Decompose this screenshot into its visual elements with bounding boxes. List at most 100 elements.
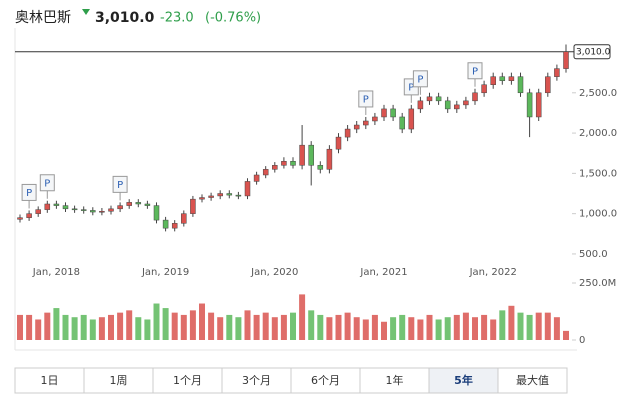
tab[interactable] xyxy=(497,367,568,394)
volume-bar xyxy=(408,317,415,340)
tab[interactable] xyxy=(152,367,223,394)
candle-body xyxy=(299,144,305,166)
candle-body xyxy=(272,165,278,170)
price: 3,010.0 xyxy=(95,10,155,26)
event-flag xyxy=(112,175,128,193)
tab[interactable] xyxy=(14,367,85,394)
tab-label[interactable]: 1个月 xyxy=(173,374,202,387)
volume-bar xyxy=(89,319,96,340)
candle-body xyxy=(526,92,533,118)
tab-label[interactable]: 1年 xyxy=(386,373,404,387)
volume-bar xyxy=(153,303,160,340)
volume-bar xyxy=(335,314,342,340)
volume-bar xyxy=(126,310,133,340)
volume-bar xyxy=(171,312,178,340)
tab-label[interactable]: 最大值 xyxy=(516,373,549,387)
candle-body xyxy=(162,219,169,229)
candle-body xyxy=(317,165,324,170)
down-arrow xyxy=(82,9,90,15)
y-tick-label: 1,000.0 xyxy=(579,209,617,220)
volume-bar xyxy=(308,310,315,340)
volume-bar xyxy=(208,312,215,340)
candle-body xyxy=(190,198,196,214)
change: -23.0 xyxy=(160,11,194,26)
volume-bar xyxy=(472,317,478,340)
volume-bar xyxy=(280,314,287,340)
tab[interactable] xyxy=(428,367,499,394)
volume-bar xyxy=(299,294,306,340)
tab-label[interactable]: 5年 xyxy=(454,373,473,387)
candle-body xyxy=(390,108,396,118)
volume-bar xyxy=(244,310,251,340)
candle-body xyxy=(171,223,178,229)
candle-body xyxy=(335,136,342,150)
candle-body xyxy=(463,100,469,106)
candle-body xyxy=(472,92,478,102)
candle-body xyxy=(326,148,333,170)
candle-body xyxy=(226,193,233,196)
volume-bar xyxy=(135,317,142,340)
candle-body xyxy=(344,128,351,138)
volume-bar xyxy=(462,312,469,340)
event-label: P xyxy=(44,178,50,189)
event-label: P xyxy=(408,82,414,93)
volume-bar xyxy=(499,310,506,340)
volume-bar xyxy=(71,317,78,340)
candle-body xyxy=(399,116,405,130)
volume-bar xyxy=(162,308,169,340)
volume-bar xyxy=(180,314,187,340)
candle-body xyxy=(281,161,287,166)
tab[interactable] xyxy=(359,367,430,394)
volume-bar xyxy=(481,314,488,340)
candle-body xyxy=(308,144,314,166)
candle-body xyxy=(117,205,123,210)
volume-bar xyxy=(563,330,569,340)
event-flag xyxy=(39,174,55,192)
candle-body xyxy=(253,174,260,182)
tab-label[interactable]: 1日 xyxy=(41,374,59,387)
y-tick-label: 2,000.0 xyxy=(579,128,617,139)
volume-bar xyxy=(98,317,105,340)
volume-bar xyxy=(290,312,296,340)
candle-body xyxy=(454,104,460,110)
candle-body xyxy=(545,76,551,94)
tab[interactable] xyxy=(83,367,154,394)
event-label: P xyxy=(472,66,478,77)
x-tick-label: Jan, 2021 xyxy=(359,267,407,278)
v-tick-label: 250.0M xyxy=(579,278,616,289)
candle-body xyxy=(108,208,114,212)
tab-label[interactable]: 3个月 xyxy=(242,374,271,387)
volume-bar xyxy=(417,319,424,340)
candle-body xyxy=(535,92,542,118)
volume-bar xyxy=(371,314,378,340)
event-label: P xyxy=(363,94,369,105)
event-label: P xyxy=(417,74,423,85)
candle-body xyxy=(199,197,205,200)
candle-body xyxy=(417,100,424,110)
tab-label[interactable]: 1周 xyxy=(110,374,128,387)
candle-body xyxy=(126,202,132,206)
candle-body xyxy=(80,209,87,211)
tab-label[interactable]: 6个月 xyxy=(311,374,340,387)
volume-bar xyxy=(80,314,87,340)
candle-body xyxy=(217,193,223,197)
candle-body xyxy=(481,84,487,94)
volume-bar xyxy=(362,319,369,340)
volume-bar xyxy=(553,317,560,340)
candle-body xyxy=(381,108,387,118)
volume-bar xyxy=(353,317,360,340)
volume-bar xyxy=(217,317,224,340)
volume-bar xyxy=(144,319,151,340)
candle-body xyxy=(353,124,360,130)
volume-bar xyxy=(35,319,42,340)
volume-bar xyxy=(390,317,397,340)
volume-bar xyxy=(535,312,542,340)
volume-bar xyxy=(62,314,69,340)
volume-bar xyxy=(517,312,524,340)
volume-bar xyxy=(199,303,205,340)
candle-body xyxy=(490,76,496,85)
tab[interactable] xyxy=(290,367,361,394)
candle-body xyxy=(408,108,415,130)
